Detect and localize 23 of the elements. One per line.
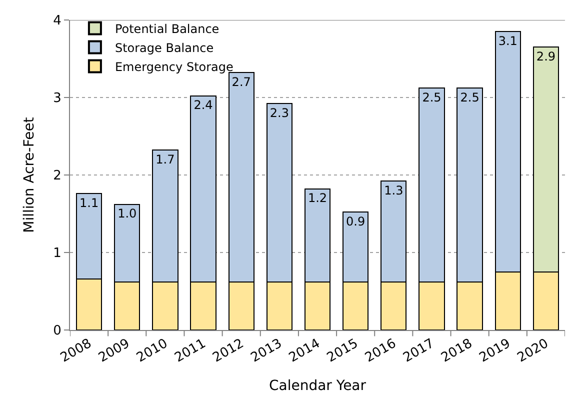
data-label: 2.9	[536, 49, 556, 64]
legend-label: Potential Balance	[114, 22, 220, 36]
legend-label: Emergency Storage	[114, 60, 234, 74]
y-tick-label: 0	[53, 324, 62, 339]
data-label: 2.7	[232, 74, 251, 89]
data-label: 1.1	[79, 196, 99, 210]
y-axis-title: Million Acre-Feet	[22, 116, 38, 233]
data-label: 3.1	[498, 34, 518, 48]
y-tick-label: 4	[53, 14, 62, 29]
data-label: 2.5	[422, 90, 442, 104]
data-label: 2.3	[270, 106, 289, 120]
legend-label: Storage Balance	[114, 40, 214, 55]
data-label: 1.0	[118, 206, 137, 221]
data-label: 1.3	[384, 183, 404, 198]
y-tick-label: 2	[53, 168, 62, 184]
data-label: 2.4	[194, 98, 213, 112]
data-label: 1.2	[308, 191, 328, 206]
data-label: 1.7	[156, 152, 175, 166]
x-axis-title: Calendar Year	[268, 378, 366, 394]
y-tick-label: 1	[53, 246, 62, 262]
y-tick-label: 3	[53, 91, 62, 106]
data-label: 0.9	[346, 214, 366, 228]
data-label: 2.5	[460, 90, 480, 104]
